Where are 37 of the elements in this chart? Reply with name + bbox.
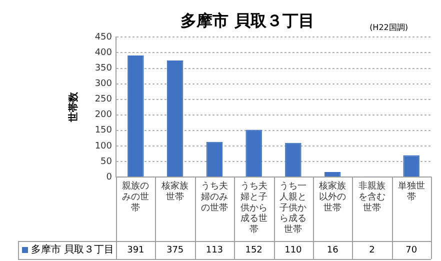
bar	[285, 142, 302, 176]
y-tick-label: 300	[94, 79, 112, 90]
bar	[206, 142, 223, 176]
y-tick-label: 400	[94, 48, 112, 58]
bar	[166, 60, 184, 176]
y-tick-label: 100	[94, 141, 112, 152]
data-label: 152	[245, 245, 262, 256]
x-tick-label: 非親族を含む世帯	[358, 180, 386, 214]
y-tick-label: 50	[100, 156, 112, 167]
y-tick-label: 0	[106, 172, 112, 182]
x-tick-label: うち夫婦と子供から成る世帯	[240, 180, 268, 235]
data-label: 70	[406, 245, 418, 256]
data-label: 113	[206, 245, 224, 256]
y-tick-label: 250	[94, 94, 112, 105]
data-label: 391	[127, 245, 144, 256]
chart-title: 多摩市 貝取３丁目	[180, 10, 314, 30]
text: (H22国調)	[370, 23, 408, 32]
x-tick-label: うち一人親と子供から成る世帯	[280, 182, 307, 235]
y-axis-title: 世帯数	[68, 91, 80, 124]
legend-label: 多摩市 貝取３丁目	[31, 244, 114, 256]
data-label: 2	[369, 245, 375, 256]
x-tick-label: 単独世帯	[398, 180, 425, 203]
y-tick-label: 150	[94, 126, 112, 136]
x-tick-label: 親族のみの世帯	[122, 180, 150, 214]
bar	[324, 172, 341, 176]
x-tick-label: 核家族以外の世帯	[318, 180, 346, 214]
x-tick-label: うち夫婦のみの世帯	[200, 180, 228, 214]
y-tick-label: 450	[94, 32, 112, 43]
y-tick-label: 200	[94, 110, 112, 120]
data-label: 110	[284, 245, 302, 256]
bar	[128, 56, 144, 176]
bar	[403, 155, 420, 176]
bar	[246, 130, 262, 176]
y-tick-label: 350	[94, 64, 112, 74]
data-label: 375	[166, 245, 184, 256]
data-label: 16	[326, 245, 339, 256]
x-tick-label: 核家族世帯	[160, 180, 189, 203]
